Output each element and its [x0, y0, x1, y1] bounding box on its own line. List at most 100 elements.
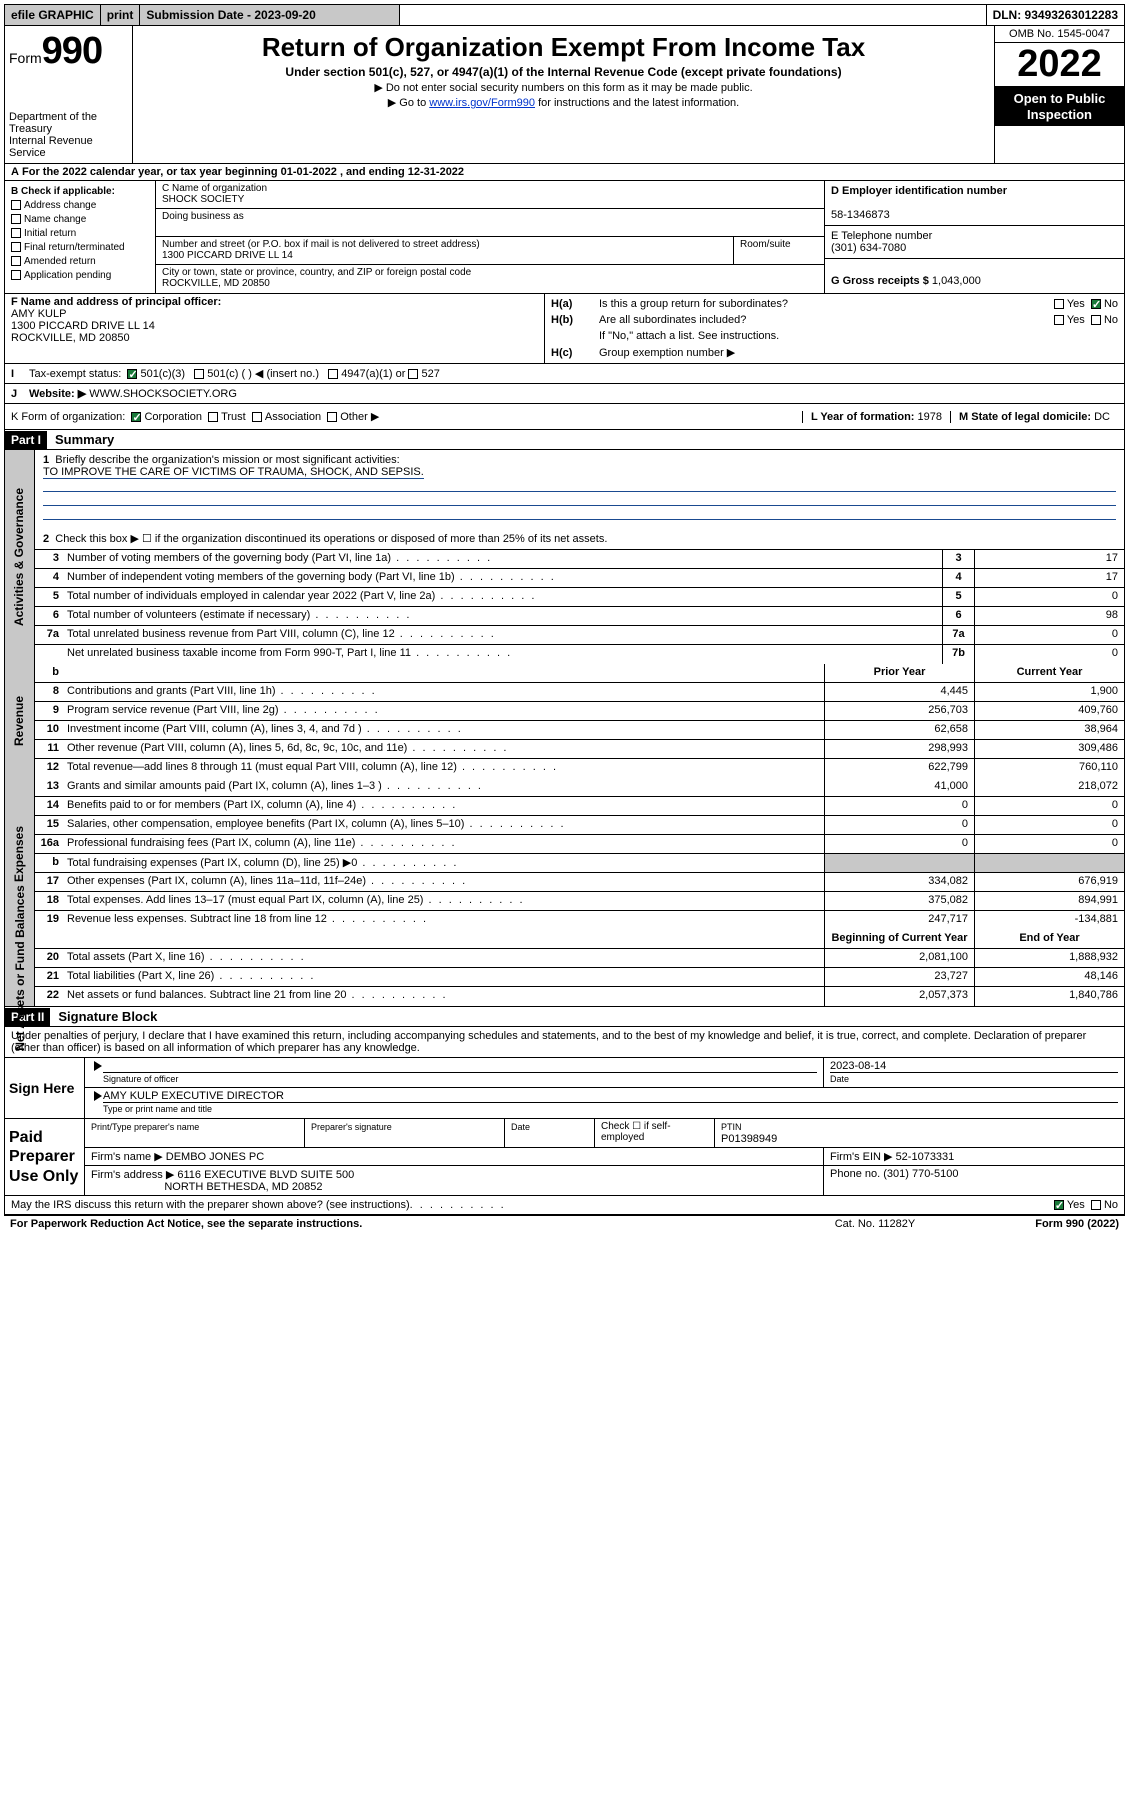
table-row: 13 Grants and similar amounts paid (Part… — [35, 778, 1124, 797]
sidebar-net-label: Net Assets or Fund Balances — [13, 885, 27, 1051]
row-num: 15 — [35, 816, 63, 834]
prep-name-cell: Print/Type preparer's name — [85, 1119, 305, 1147]
officer-block: F Name and address of principal officer:… — [4, 294, 1125, 364]
omb-number: OMB No. 1545-0047 — [995, 26, 1124, 43]
cb-discuss-no[interactable] — [1091, 1200, 1101, 1210]
officer-name: AMY KULP — [11, 308, 66, 320]
page-footer: For Paperwork Reduction Act Notice, see … — [4, 1215, 1125, 1232]
prep-sig-label: Preparer's signature — [311, 1121, 498, 1132]
q2-text: Check this box ▶ ☐ if the organization d… — [55, 533, 607, 545]
table-row: 12 Total revenue—add lines 8 through 11 … — [35, 759, 1124, 778]
lbl-corp: Corporation — [144, 411, 201, 423]
row-num: 3 — [35, 550, 63, 568]
line-j: J Website: ▶ WWW.SHOCKSOCIETY.ORG — [4, 384, 1125, 404]
sign-here-label: Sign Here — [5, 1058, 85, 1118]
lbl-ha-no: No — [1104, 298, 1118, 310]
cb-corp[interactable] — [131, 412, 141, 422]
firm-addr-cell: Firm's address ▶ 6116 EXECUTIVE BLVD SUI… — [85, 1166, 824, 1195]
row-prior: 0 — [824, 835, 974, 853]
officer-addr1: 1300 PICCARD DRIVE LL 14 — [11, 320, 155, 332]
lbl-other: Other ▶ — [340, 410, 379, 423]
row-prior: 23,727 — [824, 968, 974, 986]
cb-4947[interactable] — [328, 369, 338, 379]
efile-label: efile GRAPHIC — [5, 5, 101, 25]
row-label: Program service revenue (Part VIII, line… — [63, 702, 824, 720]
lbl-discuss-no: No — [1104, 1199, 1118, 1211]
sig-date-label: Date — [830, 1072, 1118, 1084]
print-button[interactable]: print — [101, 5, 141, 25]
officer-addr2: ROCKVILLE, MD 20850 — [11, 332, 130, 344]
lbl-amended: Amended return — [24, 256, 96, 267]
paid-preparer-label: Paid Preparer Use Only — [5, 1119, 85, 1195]
cb-assoc[interactable] — [252, 412, 262, 422]
lbl-ha-yes: Yes — [1067, 298, 1085, 310]
subtitle-2: ▶ Do not enter social security numbers o… — [143, 81, 984, 94]
cb-ha-no[interactable] — [1091, 299, 1101, 309]
table-row: 14 Benefits paid to or for members (Part… — [35, 797, 1124, 816]
table-row: 4 Number of independent voting members o… — [35, 569, 1124, 588]
prep-name-label: Print/Type preparer's name — [91, 1121, 298, 1132]
cb-other[interactable] — [327, 412, 337, 422]
cb-amended[interactable] — [11, 256, 21, 266]
part2-header: Part II Signature Block — [4, 1007, 1125, 1027]
row-label: Number of voting members of the governin… — [63, 550, 942, 568]
row-label: Total fundraising expenses (Part IX, col… — [63, 854, 824, 872]
cb-app-pending[interactable] — [11, 270, 21, 280]
lbl-discuss-yes: Yes — [1067, 1199, 1085, 1211]
sig-officer-label: Signature of officer — [103, 1072, 817, 1084]
cb-name-change[interactable] — [11, 214, 21, 224]
row-code: 7a — [942, 626, 974, 644]
part1-title: Summary — [47, 430, 122, 449]
row-label: Revenue less expenses. Subtract line 18 … — [63, 911, 824, 930]
lbl-app-pending: Application pending — [24, 270, 111, 281]
row-num: 9 — [35, 702, 63, 720]
cb-527[interactable] — [408, 369, 418, 379]
check-b-header: B Check if applicable: — [11, 186, 115, 197]
row-prior: 0 — [824, 797, 974, 815]
m-value: DC — [1094, 411, 1110, 423]
lbl-final-return: Final return/terminated — [24, 242, 125, 253]
row-num: 5 — [35, 588, 63, 606]
sig-date-cell: 2023-08-14 Date — [824, 1058, 1124, 1087]
cb-final-return[interactable] — [11, 242, 21, 252]
spacer — [400, 5, 985, 25]
discuss-text: May the IRS discuss this return with the… — [11, 1199, 410, 1211]
cb-discuss-yes[interactable] — [1054, 1200, 1064, 1210]
org-name-label: C Name of organization — [162, 183, 267, 194]
form-990-number: 990 — [42, 30, 102, 72]
cb-ha-yes[interactable] — [1054, 299, 1064, 309]
m-cell: M State of legal domicile: DC — [950, 411, 1118, 423]
cb-501c[interactable] — [194, 369, 204, 379]
hb-answer: Yes No — [1054, 314, 1118, 326]
row-code: 7b — [942, 645, 974, 664]
cb-trust[interactable] — [208, 412, 218, 422]
h-block: H(a) Is this a group return for subordin… — [545, 294, 1124, 363]
cb-hb-yes[interactable] — [1054, 315, 1064, 325]
table-row: 5 Total number of individuals employed i… — [35, 588, 1124, 607]
firm-addr-label: Firm's address ▶ — [91, 1169, 174, 1181]
cb-501c3[interactable] — [127, 369, 137, 379]
prep-date-label: Date — [511, 1121, 588, 1132]
row-current: 409,760 — [974, 702, 1124, 720]
type-name-label: Type or print name and title — [103, 1102, 1118, 1114]
cb-address-change[interactable] — [11, 200, 21, 210]
row-num: 4 — [35, 569, 63, 587]
signature-block: Under penalties of perjury, I declare th… — [4, 1027, 1125, 1196]
ha-text: Is this a group return for subordinates? — [599, 298, 1054, 310]
part1-header: Part I Summary — [4, 430, 1125, 450]
row-num: 6 — [35, 607, 63, 625]
row-label: Total number of individuals employed in … — [63, 588, 942, 606]
subtitle-3: ▶ Go to www.irs.gov/Form990 for instruct… — [143, 96, 984, 109]
irs-link[interactable]: www.irs.gov/Form990 — [429, 97, 535, 109]
top-bar: efile GRAPHIC print Submission Date - 20… — [4, 4, 1125, 26]
firm-name-label: Firm's name ▶ — [91, 1151, 163, 1163]
row-value: 0 — [974, 588, 1124, 606]
lbl-hb-yes: Yes — [1067, 314, 1085, 326]
goto-prefix: ▶ Go to — [388, 97, 429, 109]
cb-hb-no[interactable] — [1091, 315, 1101, 325]
q1-answer: TO IMPROVE THE CARE OF VICTIMS OF TRAUMA… — [43, 466, 424, 479]
form-word: Form — [9, 50, 42, 66]
cb-initial-return[interactable] — [11, 228, 21, 238]
sidebar-gov-label: Activities & Governance — [13, 488, 27, 626]
room-label: Room/suite — [740, 239, 791, 250]
